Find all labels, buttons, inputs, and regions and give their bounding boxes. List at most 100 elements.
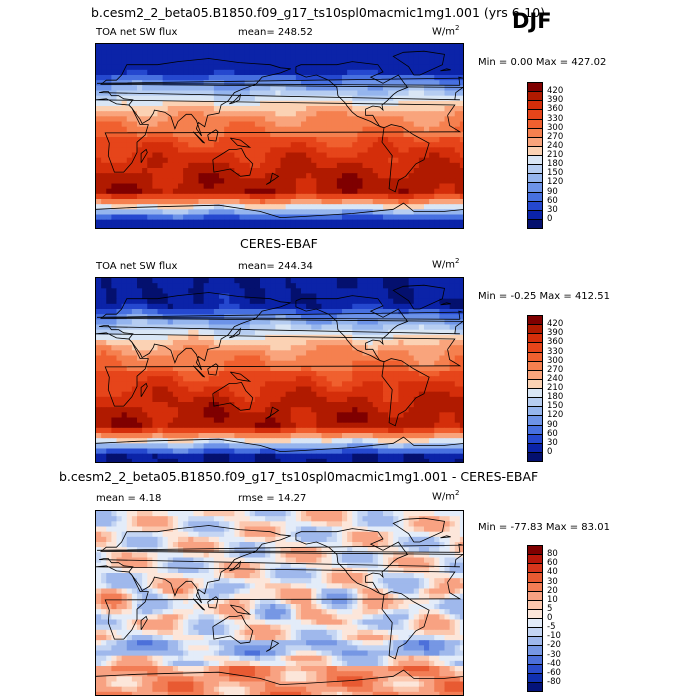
field-cell (429, 199, 435, 205)
field-cell (270, 157, 276, 164)
field-cell (167, 162, 174, 169)
field-cell (331, 345, 338, 351)
field-cell (142, 137, 148, 143)
field-cell (229, 209, 235, 215)
field-cell (444, 116, 451, 122)
field-cell (126, 345, 133, 351)
field-cell (208, 402, 215, 408)
field-cell (383, 422, 389, 429)
field-cell (106, 433, 112, 439)
field-cell (167, 131, 174, 138)
field-cell (254, 44, 261, 50)
field-cell (270, 199, 276, 205)
field-cell (188, 214, 194, 221)
field-cell (188, 100, 194, 107)
field-cell (126, 126, 133, 133)
field-cell (285, 412, 292, 418)
field-cell (101, 402, 107, 408)
field-cell (147, 183, 153, 190)
field-cell (429, 183, 435, 190)
field-cell (316, 365, 322, 372)
field-cell (352, 80, 358, 86)
field-cell (234, 319, 240, 325)
field-cell (459, 314, 463, 320)
field-cell (383, 365, 389, 372)
field-cell (342, 193, 348, 200)
field-cell (183, 309, 189, 315)
field-cell (444, 85, 451, 91)
field-cell (429, 391, 435, 398)
field-cell (413, 350, 420, 356)
field-cell (290, 391, 297, 398)
field-cell (111, 422, 117, 429)
field-cell (260, 121, 266, 128)
field-cell (106, 162, 112, 169)
field-cell (321, 106, 328, 112)
field-cell (270, 90, 276, 97)
field-cell (347, 157, 353, 164)
field-cell (167, 381, 174, 387)
field-cell (265, 355, 271, 362)
field-cell (188, 59, 194, 66)
field-cell (162, 183, 169, 190)
field-cell (219, 95, 225, 102)
field-cell (408, 147, 415, 153)
field-cell (157, 314, 164, 320)
field-cell (336, 433, 343, 439)
field-cell (106, 111, 112, 117)
field-cell (383, 116, 389, 122)
field-cell (336, 412, 343, 418)
field-cell (157, 111, 164, 117)
field-cell (147, 209, 153, 215)
field-cell (352, 204, 358, 210)
field-cell (131, 381, 138, 387)
field-cell (377, 80, 384, 86)
field-cell (265, 69, 271, 76)
field-cell (183, 381, 189, 387)
field-cell (244, 121, 251, 128)
field-cell (285, 371, 292, 377)
field-cell (439, 209, 445, 215)
field-cell (316, 168, 322, 174)
field-cell (224, 100, 230, 107)
field-cell (439, 396, 445, 403)
field-cell (285, 111, 292, 117)
field-cell (444, 54, 451, 60)
field-cell (126, 204, 133, 210)
field-cell (347, 412, 353, 418)
field-cell (311, 319, 317, 325)
field-cell (357, 173, 363, 179)
field-cell (377, 309, 384, 315)
field-cell (116, 219, 123, 226)
field-cell (106, 407, 112, 413)
field-cell (280, 188, 287, 195)
field-cell (413, 85, 420, 91)
field-cell (352, 157, 358, 164)
field-cell (265, 199, 271, 205)
field-cell (126, 391, 133, 398)
field-cell (167, 376, 174, 382)
field-cell (331, 314, 338, 320)
field-cell (96, 433, 102, 439)
field-cell (388, 324, 394, 331)
field-cell (429, 54, 435, 60)
field-cell (311, 402, 317, 408)
field-cell (219, 64, 225, 71)
field-cell (121, 345, 128, 351)
field-cell (254, 137, 261, 143)
field-cell (331, 386, 338, 393)
field-cell (316, 147, 322, 153)
field-cell (244, 80, 251, 86)
field-cell (383, 298, 389, 305)
field-cell (208, 188, 215, 195)
field-cell (157, 157, 164, 164)
field-cell (183, 95, 189, 102)
field-cell (234, 152, 240, 159)
field-cell (372, 391, 379, 398)
field-cell (393, 319, 399, 325)
field-cell (213, 137, 220, 143)
field-cell (336, 183, 343, 190)
field-cell (316, 106, 322, 112)
field-cell (403, 309, 410, 315)
field-cell (162, 157, 169, 164)
